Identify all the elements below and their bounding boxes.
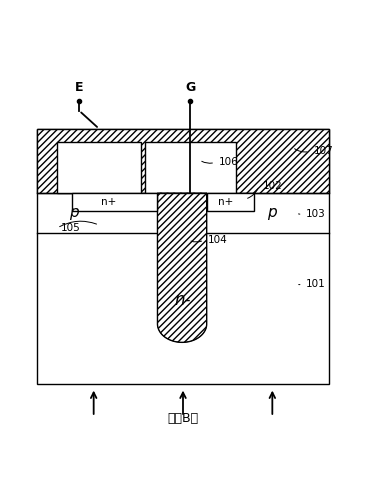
Bar [145, 141, 236, 192]
Bar [37, 129, 329, 192]
Text: n-: n- [175, 291, 191, 309]
Text: 102: 102 [262, 182, 282, 191]
Text: 104: 104 [208, 235, 228, 245]
Polygon shape [157, 192, 207, 342]
Text: 105: 105 [61, 223, 81, 233]
Text: 103: 103 [306, 209, 326, 219]
Text: p: p [69, 205, 78, 220]
Text: G: G [185, 81, 195, 94]
Bar [37, 129, 329, 192]
Text: E: E [75, 81, 83, 94]
Bar [207, 192, 254, 211]
Text: 硯（B）: 硯（B） [167, 412, 199, 425]
Text: n+: n+ [101, 197, 116, 207]
Text: n+: n+ [219, 197, 234, 207]
Text: 106: 106 [219, 158, 239, 167]
Text: 101: 101 [306, 279, 326, 289]
Text: 107: 107 [314, 146, 333, 157]
Bar [72, 192, 157, 211]
Bar [37, 129, 329, 384]
Bar [57, 141, 141, 192]
Text: p: p [268, 205, 277, 220]
